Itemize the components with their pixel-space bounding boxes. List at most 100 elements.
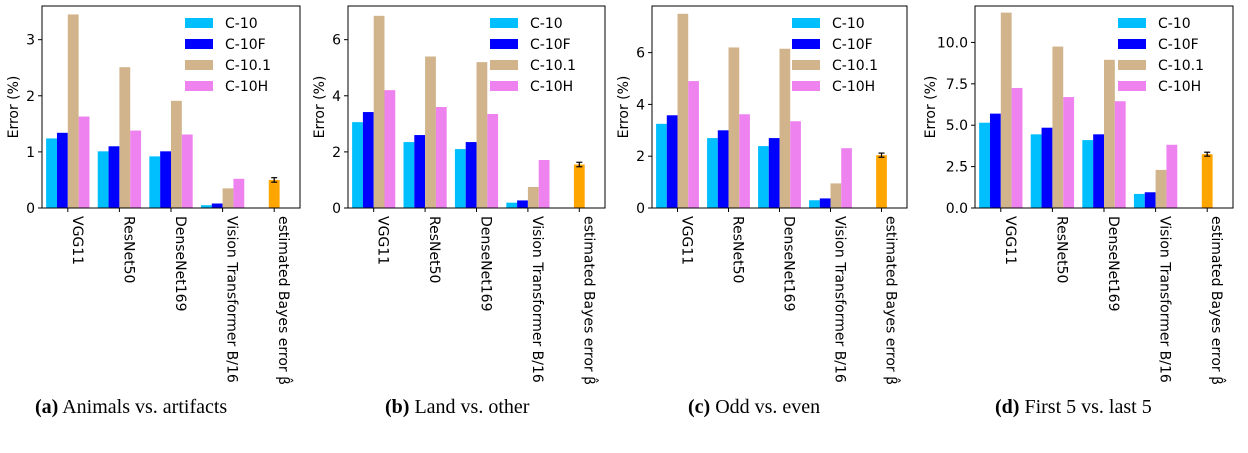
caption-d: (d) First 5 vs. last 5 xyxy=(995,396,1152,419)
legend-swatch xyxy=(1118,18,1146,28)
bar-c-10h xyxy=(538,160,550,208)
bar-c-10 xyxy=(149,156,161,208)
bar-c-10h xyxy=(181,134,193,208)
legend-swatch xyxy=(490,60,518,70)
bar-c-10-1 xyxy=(476,62,488,208)
bar-c-10-1 xyxy=(373,15,385,209)
bar-c-10h xyxy=(78,116,90,208)
bar-c-10f xyxy=(717,130,729,208)
x-tick-label: Vision Transformer B/16 xyxy=(832,216,848,383)
bar-c-10-1 xyxy=(67,14,79,208)
bar-c-10 xyxy=(707,138,718,208)
bar-c-10f xyxy=(768,138,780,208)
legend-swatch xyxy=(185,18,213,28)
bar-c-10 xyxy=(97,151,109,208)
legend-label: C-10 xyxy=(1158,16,1191,32)
bar-c-10-1 xyxy=(171,100,182,208)
legend-swatch xyxy=(185,81,213,91)
bar-c-10f xyxy=(56,132,68,208)
x-tick-label: ResNet50 xyxy=(120,216,136,283)
legend-label: C-10.1 xyxy=(530,58,576,74)
bar-c-10 xyxy=(758,146,769,208)
y-tick-label: 0.0 xyxy=(946,201,968,217)
bar-c-10h xyxy=(130,130,142,208)
bar-c-10 xyxy=(506,202,518,208)
caption-label: (c) xyxy=(688,396,711,418)
bar-c-10-1 xyxy=(222,188,234,208)
legend-swatch xyxy=(792,60,820,70)
bar-c-10f xyxy=(1093,134,1104,208)
bar-c-10h xyxy=(384,90,396,208)
legend-label: C-10.1 xyxy=(1158,58,1204,74)
y-tick-label: 2.5 xyxy=(946,160,968,176)
legend-label: C-10.1 xyxy=(225,58,271,74)
bar-c-10-1 xyxy=(1000,12,1012,208)
legend-label: C-10.1 xyxy=(832,58,878,74)
y-axis-label: Error (%) xyxy=(6,76,22,139)
bar-c-10-1 xyxy=(119,67,131,209)
bar-c-10h xyxy=(435,107,447,208)
y-tick-label: 4 xyxy=(636,97,645,113)
legend-swatch xyxy=(185,60,213,70)
legend-label: C-10H xyxy=(225,79,268,95)
bar-c-10h xyxy=(233,178,245,208)
x-tick-label: estimated Bayes error β̂ xyxy=(1208,216,1227,385)
legend-swatch xyxy=(1118,60,1146,70)
bar-c-10h xyxy=(487,114,499,208)
bar-c-10-1 xyxy=(779,48,791,208)
chart-panel: 0 1 2 3 Error (%) VGG11 ResNet50 DenseNet169 Vis… xyxy=(6,5,301,385)
bar-c-10h xyxy=(688,81,699,208)
caption-label: (d) xyxy=(995,396,1020,418)
y-tick-label: 0 xyxy=(332,201,341,217)
legend-label: C-10F xyxy=(832,37,873,53)
x-tick-label: Vision Transformer B/16 xyxy=(1157,216,1173,383)
bar-c-10f xyxy=(517,200,528,208)
bar-c-10h xyxy=(1011,87,1023,208)
bar-c-10f xyxy=(666,115,678,208)
bar-c-10-1 xyxy=(527,186,539,208)
legend-label: C-10 xyxy=(225,16,258,32)
bar-c-10 xyxy=(1030,134,1042,208)
y-tick-label: 7.5 xyxy=(946,77,968,93)
bar-c-10 xyxy=(979,122,990,208)
x-tick-label: VGG11 xyxy=(1002,216,1018,265)
caption-label: (a) xyxy=(35,396,59,418)
y-axis-label: Error (%) xyxy=(923,76,939,139)
chart-panel: 0.0 2.5 5.0 7.5 10.0 Error (%) VGG11 ResNet50 De… xyxy=(923,5,1234,385)
bar-c-10 xyxy=(46,138,57,208)
legend-label: C-10F xyxy=(530,37,571,53)
legend-label: C-10H xyxy=(1158,79,1201,95)
bar-c-10 xyxy=(352,122,363,208)
bar-c-10-1 xyxy=(830,183,842,208)
y-tick-label: 6 xyxy=(332,33,341,49)
bar-c-10 xyxy=(809,200,820,208)
bar-bayes-error xyxy=(876,155,887,208)
caption-a: (a) Animals vs. artifacts xyxy=(35,396,227,419)
legend-swatch xyxy=(1118,39,1146,49)
legend-swatch xyxy=(490,39,518,49)
x-tick-label: Vision Transformer B/16 xyxy=(529,216,545,383)
bar-bayes-error xyxy=(573,164,585,208)
bar-c-10h xyxy=(1114,101,1126,208)
y-tick-label: 5.0 xyxy=(946,118,968,134)
bar-c-10h xyxy=(790,121,801,208)
legend-swatch xyxy=(792,39,820,49)
x-tick-label: VGG11 xyxy=(375,216,391,265)
legend-swatch xyxy=(490,18,518,28)
y-tick-label: 0 xyxy=(636,201,645,217)
bar-c-10f xyxy=(1041,127,1053,208)
bar-c-10-1 xyxy=(1104,59,1115,208)
legend-swatch xyxy=(1118,81,1146,91)
y-tick-label: 3 xyxy=(26,33,35,49)
bar-c-10-1 xyxy=(677,13,689,209)
x-tick-label: Vision Transformer B/16 xyxy=(224,216,240,383)
bar-c-10f xyxy=(465,142,477,208)
y-tick-label: 10.0 xyxy=(937,35,968,51)
legend-swatch xyxy=(792,18,820,28)
bar-c-10 xyxy=(656,123,667,208)
legend-swatch xyxy=(490,81,518,91)
bar-c-10-1 xyxy=(728,47,740,208)
